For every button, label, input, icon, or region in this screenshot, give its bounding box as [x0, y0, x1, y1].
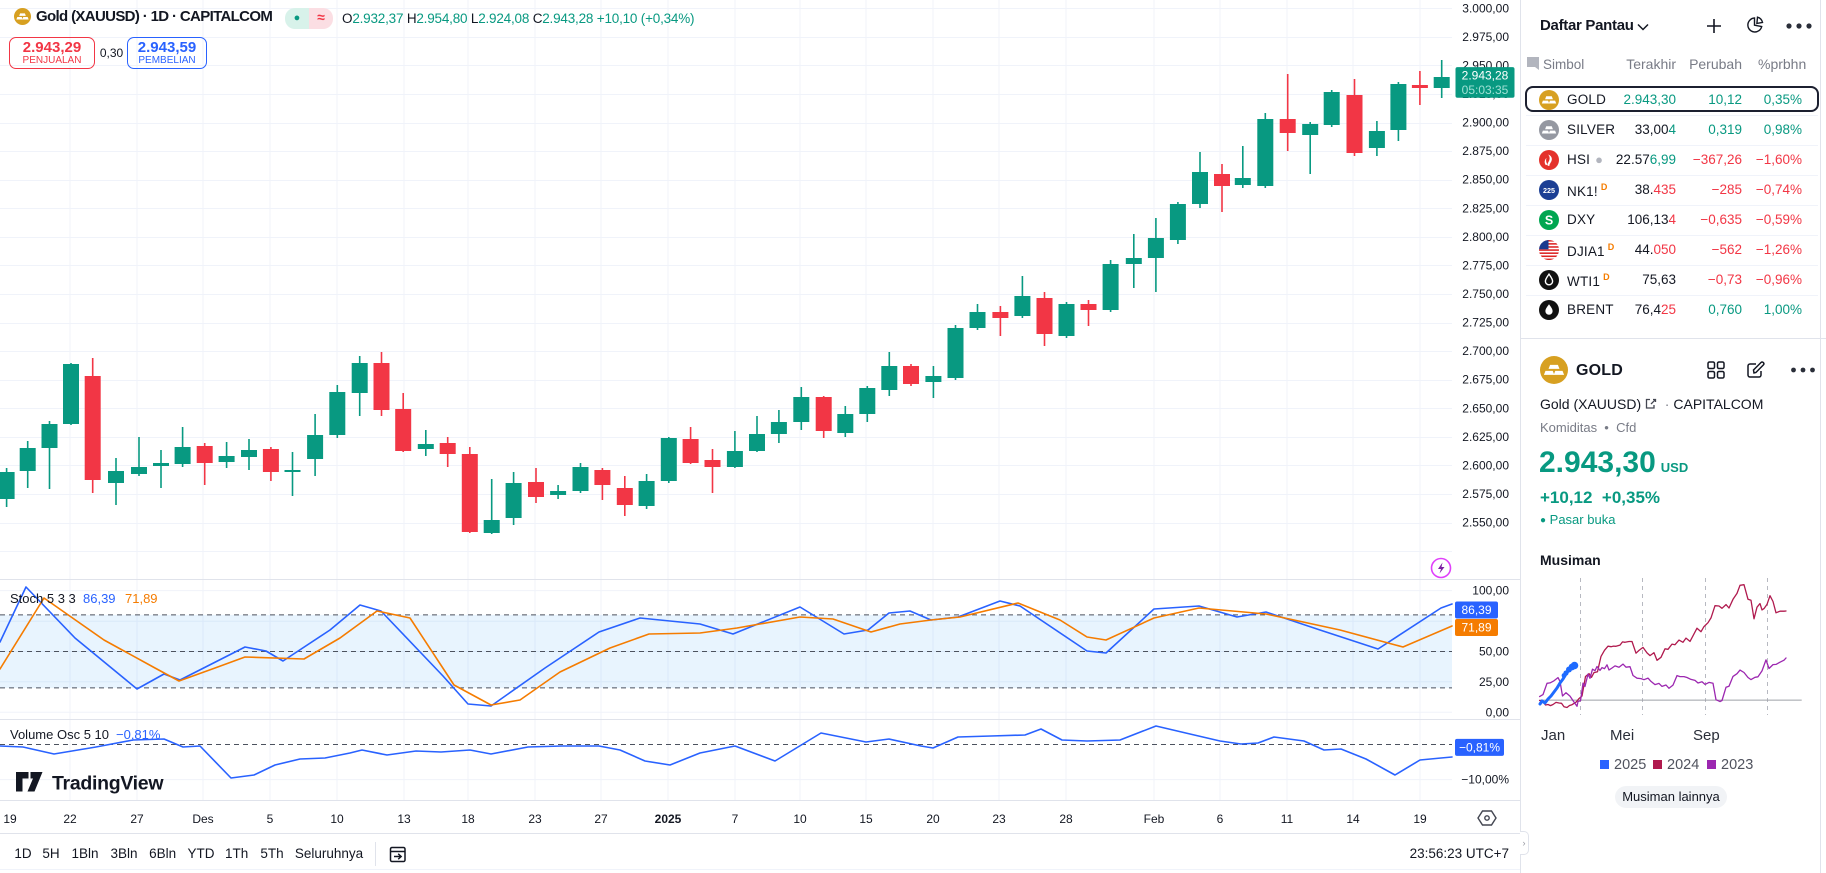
svg-text:2.875,00: 2.875,00	[1462, 144, 1509, 158]
svg-text:2.700,00: 2.700,00	[1462, 344, 1509, 358]
svg-text:3Bln: 3Bln	[110, 846, 137, 861]
svg-text:2.825,00: 2.825,00	[1462, 201, 1509, 215]
svg-text:Sep: Sep	[1693, 727, 1720, 744]
svg-text:−0,81%: −0,81%	[116, 727, 161, 742]
svg-text:2023: 2023	[1721, 757, 1753, 773]
svg-text:100,00: 100,00	[1472, 584, 1509, 598]
svg-text:5Th: 5Th	[260, 846, 283, 861]
svg-text:2.850,00: 2.850,00	[1462, 173, 1509, 187]
svg-text:0,00: 0,00	[1486, 705, 1510, 719]
svg-text:1D: 1D	[14, 846, 32, 861]
svg-text:2.600,00: 2.600,00	[1462, 458, 1509, 472]
svg-text:19: 19	[3, 812, 17, 826]
svg-text:11: 11	[1281, 812, 1294, 826]
svg-text:2.800,00: 2.800,00	[1462, 230, 1509, 244]
svg-text:7: 7	[732, 812, 739, 826]
svg-text:S: S	[1545, 214, 1553, 228]
svg-text:18: 18	[461, 812, 475, 826]
svg-text:10: 10	[793, 812, 807, 826]
svg-text:05:03:35: 05:03:35	[1462, 83, 1509, 97]
svg-text:5: 5	[267, 812, 274, 826]
svg-text:5H: 5H	[42, 846, 59, 861]
svg-text:23:56:23 UTC+7: 23:56:23 UTC+7	[1410, 846, 1509, 861]
svg-text:86,39: 86,39	[1461, 603, 1491, 617]
svg-text:2.943,28: 2.943,28	[1462, 68, 1509, 82]
svg-text:19: 19	[1413, 812, 1427, 826]
svg-text:Jan: Jan	[1541, 727, 1565, 744]
svg-text:86,39: 86,39	[83, 591, 116, 606]
svg-text:2.975,00: 2.975,00	[1462, 30, 1509, 44]
svg-text:20: 20	[926, 812, 940, 826]
svg-text:2024: 2024	[1667, 757, 1699, 773]
svg-text:27: 27	[594, 812, 608, 826]
svg-text:2.575,00: 2.575,00	[1462, 487, 1509, 501]
svg-text:1Bln: 1Bln	[71, 846, 98, 861]
svg-text:71,89: 71,89	[1461, 621, 1491, 635]
svg-text:2.725,00: 2.725,00	[1462, 316, 1509, 330]
svg-text:225: 225	[1543, 186, 1555, 195]
svg-text:14: 14	[1346, 812, 1360, 826]
svg-text:Mei: Mei	[1610, 727, 1634, 744]
svg-text:28: 28	[1059, 812, 1073, 826]
svg-text:15: 15	[859, 812, 873, 826]
svg-text:TradingView: TradingView	[52, 773, 164, 795]
svg-text:6: 6	[1217, 812, 1224, 826]
svg-text:Stoch 5 3 3: Stoch 5 3 3	[10, 591, 76, 606]
svg-text:Volume Osc 5 10: Volume Osc 5 10	[10, 727, 109, 742]
svg-text:Des: Des	[192, 812, 213, 826]
svg-text:2.625,00: 2.625,00	[1462, 430, 1509, 444]
svg-text:−0,81%: −0,81%	[1459, 740, 1500, 754]
svg-text:−10,00%: −10,00%	[1461, 773, 1509, 787]
svg-text:50,00: 50,00	[1479, 645, 1509, 659]
svg-text:1Th: 1Th	[225, 846, 248, 861]
svg-text:2.550,00: 2.550,00	[1462, 516, 1509, 530]
svg-text:YTD: YTD	[188, 846, 215, 861]
svg-text:2.650,00: 2.650,00	[1462, 401, 1509, 415]
svg-text:6Bln: 6Bln	[149, 846, 176, 861]
svg-text:25,00: 25,00	[1479, 675, 1509, 689]
svg-text:Feb: Feb	[1144, 812, 1165, 826]
svg-text:2.675,00: 2.675,00	[1462, 373, 1509, 387]
svg-text:27: 27	[130, 812, 144, 826]
svg-text:23: 23	[528, 812, 542, 826]
svg-text:23: 23	[992, 812, 1006, 826]
svg-text:2.750,00: 2.750,00	[1462, 287, 1509, 301]
svg-text:2.775,00: 2.775,00	[1462, 258, 1509, 272]
svg-text:13: 13	[397, 812, 411, 826]
svg-text:2025: 2025	[655, 812, 682, 826]
svg-text:2025: 2025	[1614, 757, 1646, 773]
svg-text:Seluruhnya: Seluruhnya	[295, 846, 364, 861]
svg-text:2.900,00: 2.900,00	[1462, 116, 1509, 130]
svg-text:71,89: 71,89	[125, 591, 158, 606]
svg-text:22: 22	[63, 812, 77, 826]
svg-text:10: 10	[330, 812, 344, 826]
svg-text:3.000,00: 3.000,00	[1462, 1, 1509, 15]
